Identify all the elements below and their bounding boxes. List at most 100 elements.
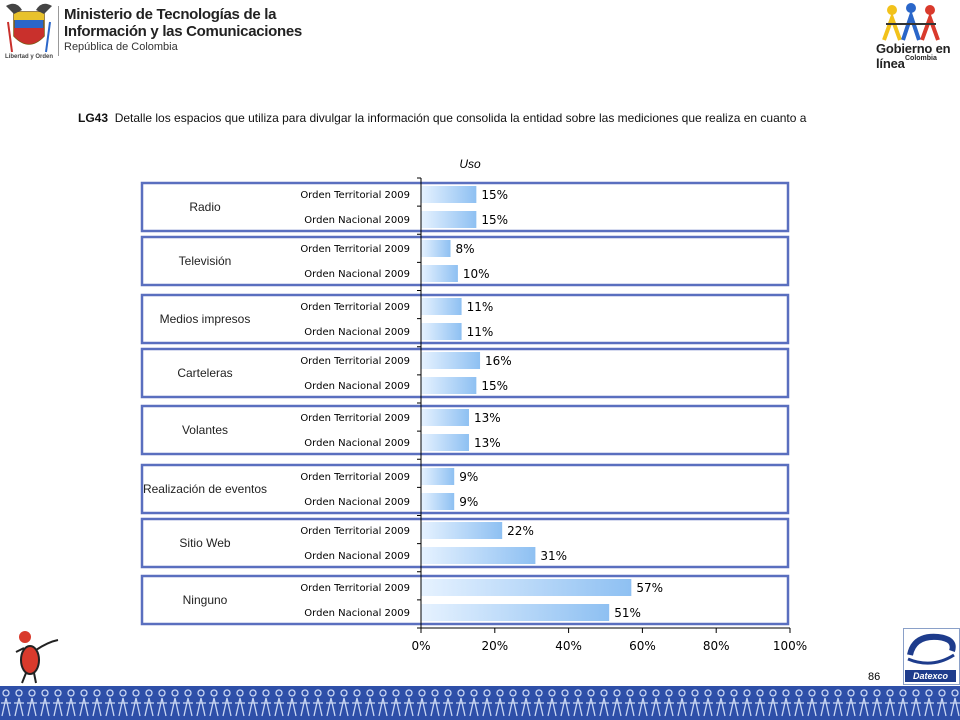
footer-figure: [144, 689, 154, 717]
group-box: [140, 517, 790, 569]
group-label: Televisión: [179, 254, 232, 268]
group-label: Ninguno: [183, 593, 228, 607]
footer-figure: [14, 689, 24, 717]
footer-figure: [794, 689, 804, 717]
footer-figure: [742, 689, 752, 717]
x-tick-label: 20%: [481, 639, 508, 653]
series-label: Orden Territorial 2009: [300, 190, 410, 201]
footer-figure: [716, 689, 726, 717]
bar: [421, 434, 469, 451]
footer-figure: [937, 689, 947, 717]
question-text: Detalle los espacios que utiliza para di…: [114, 111, 807, 125]
footer-figure: [300, 689, 310, 717]
footer-figure: [547, 689, 557, 717]
bar: [421, 298, 462, 315]
chart-title: Uso: [459, 157, 481, 171]
data-label: 8%: [456, 242, 475, 256]
footer-figure: [456, 689, 466, 717]
bar: [421, 240, 451, 257]
colombia-seal-logo: [4, 2, 54, 64]
x-tick-label: 100%: [773, 639, 807, 653]
data-label: 15%: [481, 379, 508, 393]
mascot-figure-icon: [8, 628, 64, 684]
seal-motto: Libertad y Orden: [4, 54, 53, 60]
data-label: 51%: [614, 606, 641, 620]
footer-figure: [820, 689, 830, 717]
footer-figure: [911, 689, 921, 717]
footer-figure: [898, 689, 908, 717]
series-label: Orden Nacional 2009: [304, 215, 410, 226]
footer-figure: [1, 689, 11, 717]
gobierno-en-linea-logo-sub: Colombia: [905, 55, 937, 62]
footer-figure: [183, 689, 193, 717]
data-label: 57%: [636, 581, 663, 595]
series-label: Orden Territorial 2009: [300, 302, 410, 313]
bar: [421, 186, 477, 203]
footer-figure: [846, 689, 856, 717]
footer-figure: [729, 689, 739, 717]
x-tick-label: 80%: [703, 639, 730, 653]
footer-figure: [196, 689, 206, 717]
group-box: [140, 293, 790, 345]
data-label: 15%: [481, 188, 508, 202]
datexco-label: Datexco: [905, 670, 956, 682]
series-label: Orden Nacional 2009: [304, 551, 410, 562]
footer-figure: [781, 689, 791, 717]
group-box: [140, 463, 790, 515]
footer-figure: [222, 689, 232, 717]
group-box: [140, 347, 790, 399]
footer-figure: [365, 689, 375, 717]
ministry-line1: Ministerio de Tecnologías de la: [64, 6, 277, 23]
footer-figure: [599, 689, 609, 717]
footer-figure: [417, 689, 427, 717]
data-label: 16%: [485, 354, 512, 368]
data-label: 9%: [459, 470, 478, 484]
footer-figure: [534, 689, 544, 717]
footer-figure: [261, 689, 271, 717]
footer-figures-pattern-icon: [1, 689, 960, 717]
footer-figure: [118, 689, 128, 717]
footer-figure: [79, 689, 89, 717]
footer-figure: [807, 689, 817, 717]
bar: [421, 604, 610, 621]
series-label: Orden Territorial 2009: [300, 583, 410, 594]
x-tick-label: 60%: [629, 639, 656, 653]
group-box: [140, 235, 790, 287]
header-divider: [58, 6, 59, 56]
ministry-line2: Información y las Comunicaciones: [64, 23, 302, 40]
bar: [421, 468, 455, 485]
bar: [421, 522, 503, 539]
bar: [421, 323, 462, 340]
footer-figure: [378, 689, 388, 717]
data-label: 11%: [467, 325, 494, 339]
footer-figure: [157, 689, 167, 717]
group-box: [140, 574, 790, 626]
data-label: 10%: [463, 267, 490, 281]
gobierno-en-linea-logo-text: Gobierno en línea: [876, 41, 951, 71]
footer-figure: [326, 689, 336, 717]
footer-figure: [313, 689, 323, 717]
footer-figure: [651, 689, 661, 717]
series-label: Orden Territorial 2009: [300, 472, 410, 483]
question-code: LG43: [78, 111, 109, 125]
footer-figure: [950, 689, 960, 717]
footer-figure: [664, 689, 674, 717]
footer-figure: [612, 689, 622, 717]
footer-figure: [703, 689, 713, 717]
footer-figure: [170, 689, 180, 717]
footer-figure: [131, 689, 141, 717]
footer-figure: [768, 689, 778, 717]
data-label: 11%: [467, 300, 494, 314]
footer-figure: [404, 689, 414, 717]
footer-figure: [352, 689, 362, 717]
footer-figure: [391, 689, 401, 717]
footer-figure: [872, 689, 882, 717]
footer-figure: [482, 689, 492, 717]
ministry-name: Ministerio de Tecnologías de la Informac…: [64, 6, 302, 54]
footer-figure: [105, 689, 115, 717]
page-number: 86: [868, 671, 881, 683]
bar: [421, 547, 536, 564]
bar: [421, 409, 469, 426]
footer-figure: [573, 689, 583, 717]
